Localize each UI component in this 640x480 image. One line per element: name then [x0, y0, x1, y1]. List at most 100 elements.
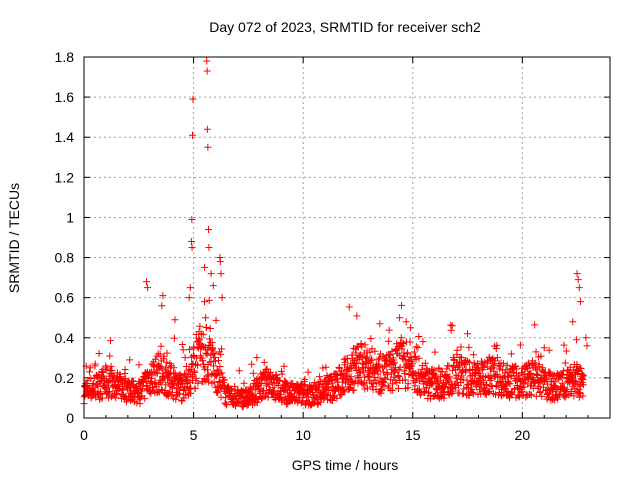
data-point: [376, 320, 384, 328]
data-point: [421, 359, 429, 367]
data-point: [289, 380, 297, 388]
data-point: [162, 381, 170, 389]
data-point: [432, 371, 440, 379]
data-point: [214, 387, 222, 395]
data-point: [203, 372, 211, 380]
data-point: [304, 393, 312, 401]
data-point: [535, 363, 543, 371]
data-point: [396, 314, 404, 322]
data-point: [573, 270, 581, 278]
data-point: [363, 347, 371, 355]
data-point: [385, 326, 393, 334]
data-point: [463, 381, 471, 389]
data-point: [408, 360, 416, 368]
data-point: [317, 398, 325, 406]
data-point: [315, 384, 323, 392]
data-point: [527, 391, 535, 399]
data-point: [564, 367, 572, 375]
data-point: [90, 387, 98, 395]
data-point: [331, 387, 339, 395]
data-point: [211, 349, 219, 357]
y-tick-label: 0.8: [55, 250, 75, 266]
x-tick-label: 0: [80, 427, 88, 443]
data-point: [419, 338, 427, 346]
data-point: [191, 368, 199, 376]
data-point: [249, 369, 257, 377]
data-point: [495, 365, 503, 373]
data-point: [217, 270, 225, 278]
data-point: [170, 381, 178, 389]
data-point: [170, 364, 178, 372]
data-point: [202, 314, 210, 322]
data-point: [172, 395, 180, 403]
data-point: [506, 380, 514, 388]
data-point: [98, 394, 106, 402]
data-point: [270, 387, 278, 395]
data-point: [367, 357, 375, 365]
data-point: [402, 318, 410, 326]
data-point: [210, 354, 218, 362]
data-point: [137, 393, 145, 401]
data-point: [415, 354, 423, 362]
data-point: [546, 368, 554, 376]
data-point: [537, 352, 545, 360]
data-point: [579, 381, 587, 389]
data-point: [280, 362, 288, 370]
data-point: [347, 373, 355, 381]
data-point: [212, 372, 220, 380]
data-point: [211, 371, 219, 379]
data-point: [341, 358, 349, 366]
data-point: [412, 343, 420, 351]
data-point: [434, 392, 442, 400]
data-point: [464, 330, 472, 338]
data-point: [321, 385, 329, 393]
data-point: [374, 370, 382, 378]
y-tick-label: 0.6: [55, 290, 75, 306]
data-point: [276, 377, 284, 385]
data-point: [395, 351, 403, 359]
data-point: [471, 370, 479, 378]
data-point: [235, 367, 243, 375]
data-point: [499, 360, 507, 368]
data-point: [348, 377, 356, 385]
data-point: [329, 392, 337, 400]
data-point: [457, 343, 465, 351]
data-point: [465, 359, 473, 367]
data-point: [263, 365, 271, 373]
data-point: [212, 357, 219, 365]
data-point: [457, 369, 465, 377]
data-point: [363, 353, 371, 361]
data-point: [399, 339, 407, 347]
data-point: [460, 385, 468, 393]
data-point: [199, 357, 207, 365]
data-point: [353, 312, 361, 320]
y-tick-label: 0.4: [55, 330, 75, 346]
data-point: [107, 362, 115, 370]
data-point: [148, 374, 156, 382]
data-point: [181, 370, 189, 378]
data-point: [536, 388, 544, 396]
data-point: [425, 388, 433, 396]
y-tick-label: 0: [66, 410, 74, 426]
data-point: [493, 341, 501, 349]
data-point: [579, 392, 587, 400]
data-point: [573, 381, 581, 389]
data-point: [203, 125, 211, 133]
data-point: [477, 383, 485, 391]
data-point: [159, 292, 167, 300]
data-point: [185, 346, 193, 354]
data-point: [412, 356, 420, 364]
data-point: [87, 375, 95, 383]
data-point: [532, 359, 540, 367]
data-point: [414, 344, 422, 352]
data-point: [507, 350, 515, 358]
data-point: [248, 360, 256, 368]
data-point: [562, 347, 570, 355]
data-point: [361, 341, 369, 349]
data-point: [532, 348, 540, 356]
data-point: [328, 376, 336, 384]
data-point: [101, 384, 109, 392]
data-point: [202, 349, 210, 357]
